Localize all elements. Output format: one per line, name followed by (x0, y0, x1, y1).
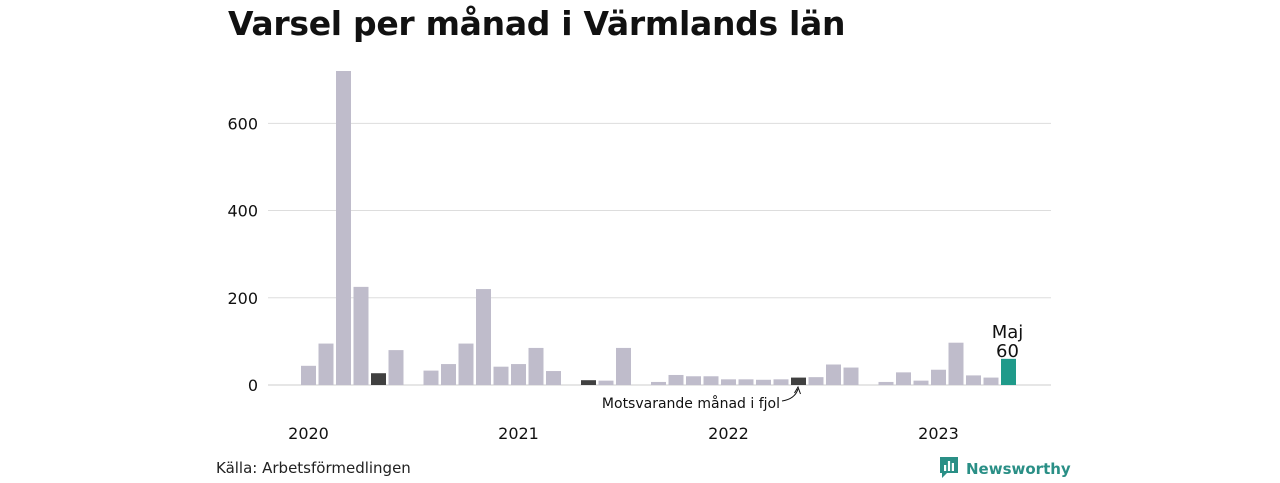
bar (686, 376, 701, 385)
bar (353, 286, 369, 385)
x-tick-label: 2020 (288, 424, 329, 443)
bar (301, 365, 316, 385)
x-tick-label: 2023 (918, 424, 959, 443)
current-month-label: Maj (992, 322, 1024, 343)
bar (441, 364, 456, 385)
y-axis-ticks: 0 200 400 600 (227, 114, 258, 395)
bar (458, 343, 474, 385)
bars (301, 71, 1016, 385)
bar (388, 350, 404, 385)
bar (581, 380, 596, 385)
bar (756, 379, 771, 385)
reference-arrow (781, 388, 799, 402)
reference-month-label: Motsvarande månad i fjol (602, 395, 780, 412)
bar (528, 347, 544, 385)
bar (1001, 358, 1016, 385)
bar (546, 371, 561, 385)
reference-arrowhead (794, 385, 801, 395)
bar (598, 380, 614, 385)
newsworthy-logo-icon (938, 455, 960, 483)
bar (826, 364, 841, 385)
y-tick-label: 400 (227, 202, 258, 221)
bar (896, 372, 911, 385)
gridlines (268, 122, 1051, 386)
bar (423, 370, 439, 385)
bar (651, 381, 666, 385)
bar (703, 376, 719, 385)
bar (791, 377, 806, 385)
y-tick-label: 600 (227, 114, 258, 133)
bar (318, 343, 334, 385)
bar (773, 379, 789, 385)
x-tick-label: 2021 (498, 424, 539, 443)
current-value-label: 60 (996, 341, 1019, 362)
bar (371, 373, 386, 385)
bar (808, 377, 824, 385)
bar (878, 381, 894, 385)
bar (966, 375, 981, 385)
y-tick-label: 0 (248, 376, 258, 395)
source-note: Källa: Arbetsförmedlingen (216, 459, 411, 477)
bar (336, 71, 351, 385)
bar (493, 366, 509, 385)
y-tick-label: 200 (227, 289, 258, 308)
bar (843, 367, 859, 385)
bar (738, 379, 754, 385)
bar (931, 369, 946, 385)
x-tick-label: 2022 (708, 424, 749, 443)
bar (913, 380, 929, 385)
bar (616, 347, 631, 385)
bar (668, 374, 684, 385)
bar (476, 289, 491, 385)
chart-title: Varsel per månad i Värmlands län (228, 4, 846, 43)
brand-name: Newsworthy (966, 460, 1071, 478)
x-axis-ticks: 2020 2021 2022 2023 (288, 424, 959, 443)
brand[interactable]: Newsworthy (938, 455, 1071, 483)
bar (983, 377, 999, 385)
bar (721, 379, 736, 385)
bar (511, 364, 526, 385)
bar (948, 342, 964, 385)
